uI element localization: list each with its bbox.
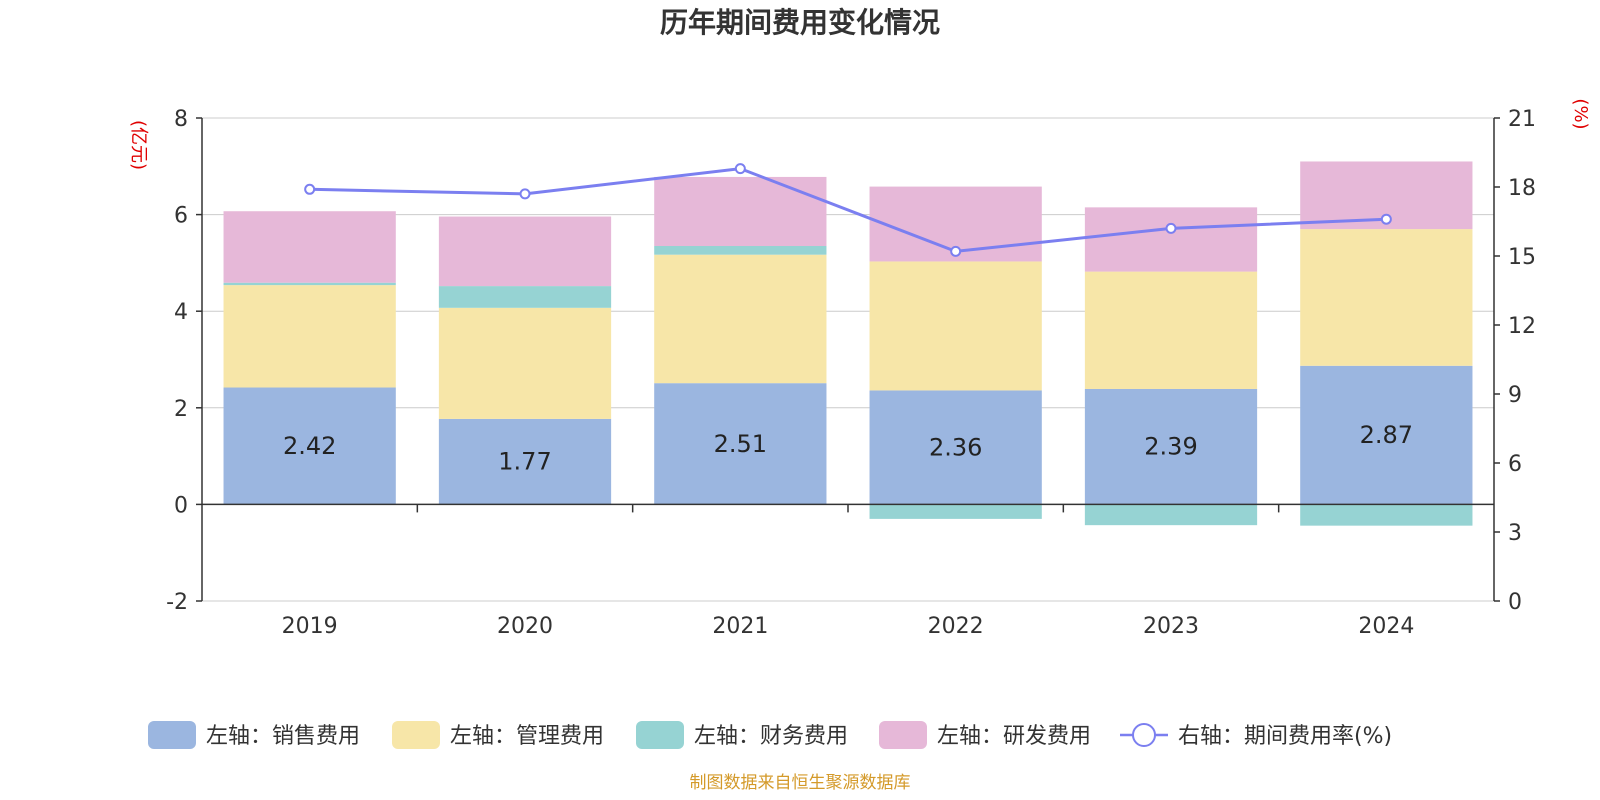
bar-segment: [869, 261, 1042, 391]
bar-segment: [438, 307, 612, 419]
bar-segment: [223, 282, 396, 286]
right-tick-label: 9: [1508, 383, 1522, 408]
bar-segment: [654, 383, 827, 505]
left-tick-label: 2: [174, 397, 188, 422]
chart-title: 历年期间费用变化情况: [660, 6, 940, 39]
bar-segment: [223, 211, 396, 283]
rate-point: [1380, 213, 1392, 225]
legend-swatch: [392, 721, 440, 749]
legend-label: 左轴：销售费用: [206, 724, 360, 749]
right-tick-label: 21: [1508, 107, 1536, 132]
rate-point: [734, 163, 746, 175]
rate-point: [304, 183, 316, 195]
bar-value-label: 2.87: [1360, 421, 1413, 449]
bar-segment: [869, 390, 1042, 505]
bar-labels: 2.42 1.77 2.51 2.36 2.39 2.87: [283, 421, 1413, 476]
left-tick-label: -2: [166, 590, 188, 615]
bar-segment: [869, 504, 1042, 519]
bar-segment: [1084, 388, 1258, 505]
bar-segment: [1084, 504, 1258, 526]
bar-segment: [654, 245, 827, 255]
bar-segment: [1084, 271, 1258, 389]
right-tick-label: 15: [1508, 245, 1536, 270]
bar-segment: [438, 216, 612, 287]
left-tick-label: 4: [174, 300, 188, 325]
x-tick-label: 2019: [282, 614, 338, 639]
bar-segment: [1300, 229, 1473, 366]
right-tick-label: 18: [1508, 176, 1536, 201]
rate-line: [304, 163, 1392, 257]
bar-segment: [654, 254, 827, 384]
bar-value-label: 2.51: [714, 430, 767, 458]
x-tick-label: 2021: [712, 614, 768, 639]
right-tick-label: 6: [1508, 452, 1522, 477]
bar-segment: [1084, 207, 1258, 272]
bar-value-label: 2.36: [929, 433, 982, 461]
legend-swatch: [1132, 723, 1156, 747]
legend: 左轴：销售费用 左轴：管理费用 左轴：财务费用 左轴：研发费用 右轴：期间费用率(%): [148, 721, 1392, 749]
bar-segment: [654, 176, 827, 246]
left-axis-unit: (亿元): [128, 120, 149, 170]
x-tick-label: 2022: [928, 614, 984, 639]
legend-swatch: [636, 721, 684, 749]
bar-value-label: 1.77: [498, 448, 551, 476]
legend-label: 右轴：期间费用率(%): [1178, 724, 1392, 749]
legend-label: 左轴：管理费用: [450, 724, 604, 749]
right-tick-label: 3: [1508, 521, 1522, 546]
legend-swatch: [879, 721, 927, 749]
bar-segment: [223, 387, 396, 505]
legend-label: 左轴：财务费用: [694, 724, 848, 749]
x-tick-label: 2024: [1358, 614, 1414, 639]
rate-line-path: [309, 167, 1387, 253]
axes: -2 0 2 4 6 8 0 3 6 9 12 15 18 21 2019 2020 2021 2022 2023 2…: [166, 107, 1536, 639]
right-tick-label: 0: [1508, 590, 1522, 615]
right-axis-unit: (%): [1570, 98, 1591, 129]
x-tick-label: 2023: [1143, 614, 1199, 639]
bar-value-label: 2.39: [1144, 433, 1197, 461]
rate-point: [1165, 222, 1177, 234]
bar-segment: [1300, 504, 1473, 526]
right-tick-label: 12: [1508, 314, 1536, 339]
bar-segment: [223, 285, 396, 388]
source-note: 制图数据来自恒生聚源数据库: [690, 773, 911, 793]
bar-value-label: 2.42: [283, 432, 336, 460]
left-tick-label: 0: [174, 493, 188, 518]
legend-label: 左轴：研发费用: [937, 724, 1091, 749]
left-tick-label: 6: [174, 204, 188, 229]
rate-point: [950, 245, 962, 257]
bar-segment: [1300, 365, 1473, 505]
rate-point: [519, 188, 531, 200]
left-tick-label: 8: [174, 107, 188, 132]
bar-segment: [438, 286, 612, 308]
gridlines: [202, 117, 1494, 602]
bars: [223, 161, 1473, 526]
legend-swatch: [148, 721, 196, 749]
bar-segment: [438, 418, 612, 505]
x-tick-label: 2020: [497, 614, 553, 639]
